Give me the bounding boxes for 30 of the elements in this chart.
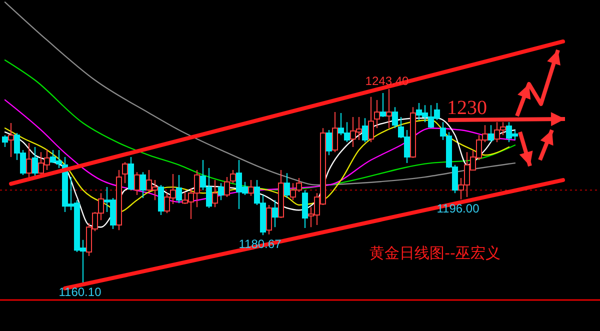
candlestick	[8, 122, 14, 158]
candlestick	[362, 118, 368, 143]
candlestick	[230, 170, 236, 184]
candlestick	[2, 134, 8, 148]
candlestick	[176, 174, 182, 204]
candlestick	[386, 88, 392, 129]
candlestick	[32, 146, 38, 178]
candlestick	[326, 129, 332, 156]
candlestick	[140, 172, 146, 198]
candlestick	[158, 184, 164, 216]
candlestick	[332, 112, 338, 153]
annotation: 1196.00	[436, 201, 480, 216]
candlestick	[374, 99, 380, 129]
candlestick	[272, 200, 278, 228]
annotation: 1160.10	[58, 285, 102, 299]
candlestick	[380, 92, 386, 118]
candlestick	[218, 182, 224, 201]
candlestick	[122, 162, 128, 184]
candlestick	[134, 172, 140, 196]
annotation: 1230	[447, 97, 487, 119]
candlestick	[488, 124, 494, 143]
candlestick	[392, 106, 398, 129]
candlestick	[284, 172, 290, 198]
candlestick	[26, 142, 32, 178]
candlestick	[266, 204, 272, 235]
text: 黄金日线图--巫宏义	[370, 244, 500, 262]
candlestick	[248, 180, 254, 196]
candlestick	[212, 180, 218, 208]
candlestick	[368, 96, 374, 143]
candlestick	[224, 176, 230, 198]
